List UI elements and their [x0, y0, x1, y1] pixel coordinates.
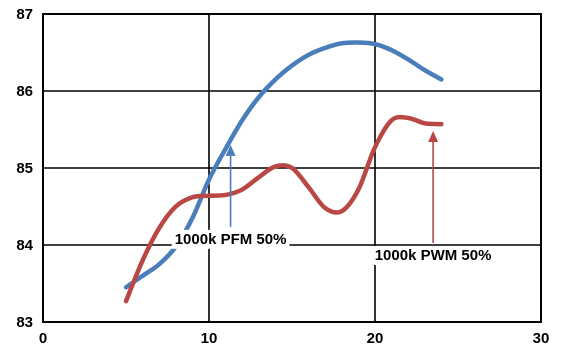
annotation-label-1: 1000k PWM 50% [375, 247, 492, 264]
y-tick-label: 85 [16, 160, 33, 177]
annotations: 1000k PFM 50% 1000k PWM 50% [171, 131, 495, 266]
series-line-1 [123, 114, 444, 304]
annotation-label-bg-1 [371, 246, 495, 266]
annotation-arrowhead-1 [428, 131, 439, 143]
grid [42, 13, 542, 323]
annotation-label-bg-0 [171, 229, 290, 249]
y-tick-label: 86 [16, 83, 33, 100]
x-tick-label: 0 [39, 330, 47, 347]
y-tick-label: 84 [16, 237, 33, 254]
tick-labels: 0 10 20 30 83 84 85 86 87 [16, 6, 549, 347]
annotation-label-0: 1000k PFM 50% [175, 231, 287, 248]
annotation-arrowhead-0 [225, 144, 236, 156]
y-tick-label: 83 [16, 314, 33, 331]
y-tick-label: 87 [16, 6, 33, 23]
x-tick-label: 30 [533, 330, 550, 347]
plot-frame [42, 13, 542, 323]
x-tick-label: 20 [367, 330, 384, 347]
x-tick-label: 10 [201, 330, 218, 347]
